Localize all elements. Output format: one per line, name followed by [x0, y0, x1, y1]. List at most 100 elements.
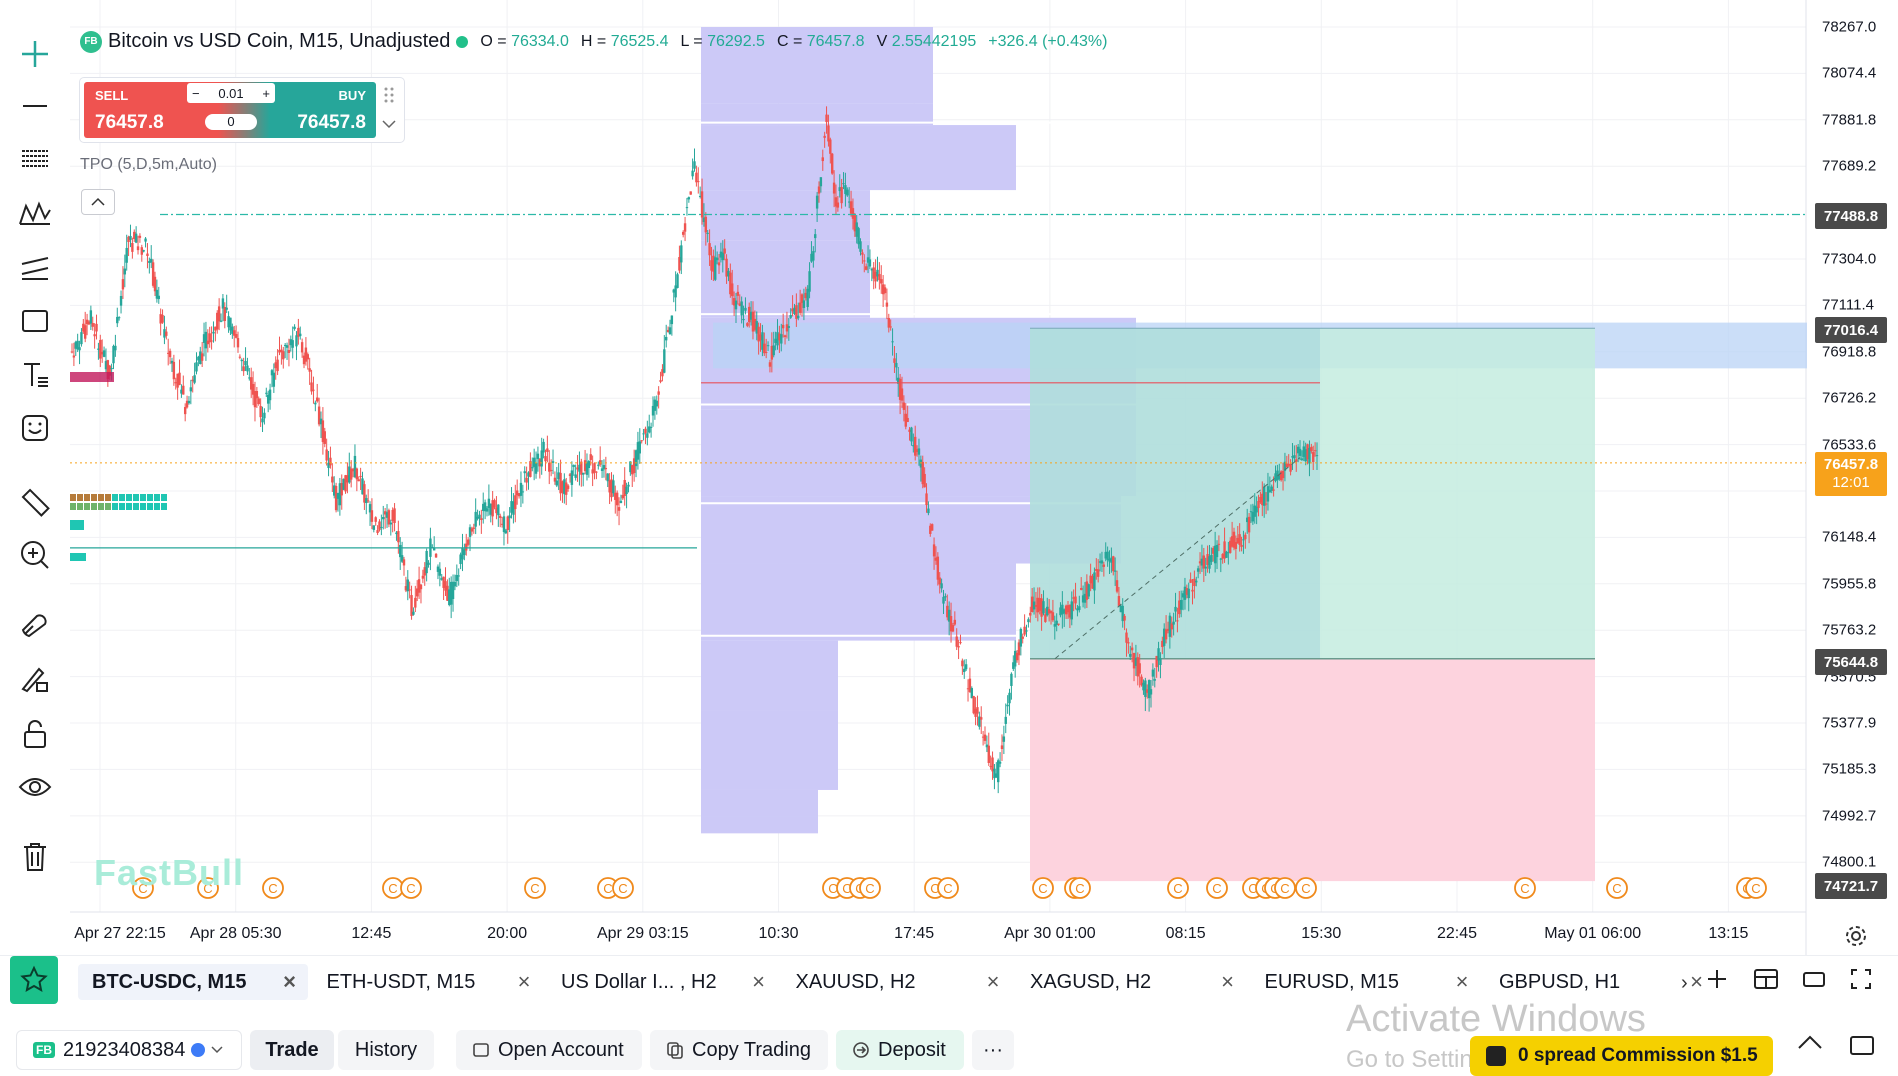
candle-body: [515, 490, 519, 496]
unlock-icon[interactable]: [13, 714, 57, 754]
trend-line-icon[interactable]: [13, 86, 57, 126]
window-icon[interactable]: [1801, 967, 1827, 996]
close-tab-icon[interactable]: ×: [1455, 969, 1469, 994]
add-tab-icon[interactable]: [1705, 967, 1729, 996]
collapse-indicators-button[interactable]: [81, 189, 115, 215]
symbol-tab[interactable]: US Dollar I... , H2 ×: [547, 964, 777, 1000]
crosshair-icon[interactable]: [13, 34, 57, 74]
account-selector[interactable]: FB 21923408384: [16, 1030, 242, 1070]
symbol-tab[interactable]: XAGUSD, H2 ×: [1016, 964, 1246, 1000]
chevron-up-icon[interactable]: [1797, 1034, 1823, 1055]
more-button[interactable]: ···: [972, 1030, 1014, 1070]
candle-body: [806, 288, 809, 307]
quantity-stepper[interactable]: − 0.01 +: [187, 83, 275, 103]
candle-body: [1093, 572, 1096, 591]
candlestick-series: [70, 106, 1319, 794]
candle-body: [278, 350, 281, 353]
event-marker-icon: [1032, 877, 1054, 899]
layout-icon[interactable]: [1753, 967, 1779, 996]
close-tab-icon[interactable]: ×: [1221, 969, 1234, 994]
history-tab[interactable]: History: [338, 1030, 434, 1070]
fib-retracement-icon[interactable]: [13, 140, 57, 180]
candle-body: [1036, 597, 1040, 613]
quantity-value[interactable]: 0.01: [218, 85, 244, 101]
copy-trading-button[interactable]: Copy Trading: [650, 1030, 828, 1070]
candle-body: [361, 478, 364, 495]
close-tab-icon[interactable]: ×: [517, 969, 531, 994]
candle-body: [414, 597, 417, 608]
emoji-icon[interactable]: [13, 408, 57, 448]
close-tab-icon[interactable]: ×: [986, 969, 1000, 994]
candle-body: [885, 302, 889, 307]
open-account-button[interactable]: Open Account: [456, 1030, 642, 1070]
panel-icon[interactable]: [1849, 1034, 1875, 1061]
fullscreen-icon[interactable]: [1849, 967, 1873, 996]
candle-body: [531, 467, 534, 469]
indicator-label[interactable]: TPO (5,D,5m,Auto): [80, 156, 217, 173]
increase-button[interactable]: +: [262, 85, 270, 101]
promo-icon: [1486, 1046, 1506, 1066]
chart-canvas[interactable]: CCCCCCCCCCCCCCCCCCCCCCCCCCCC: [0, 0, 1898, 955]
decrease-button[interactable]: −: [192, 85, 200, 101]
symbol-tab[interactable]: EURUSD, M15 ×: [1251, 964, 1481, 1000]
candle-body: [1127, 642, 1130, 644]
trash-icon[interactable]: [13, 837, 57, 877]
eye-icon[interactable]: [13, 767, 57, 807]
candle-body: [934, 557, 938, 561]
candle-body: [1264, 503, 1268, 505]
rectangle-icon[interactable]: [13, 301, 57, 341]
event-marker-label: C: [1248, 881, 1257, 896]
candle-body: [1215, 544, 1219, 558]
close-tab-icon[interactable]: ×: [1690, 969, 1703, 994]
candle-body: [402, 559, 406, 566]
candle-body: [1268, 489, 1272, 493]
magnet-icon[interactable]: [13, 604, 57, 644]
event-marker-icon: [1206, 877, 1228, 899]
stop-price-tag: 74721.7: [1815, 873, 1887, 899]
candle-body: [359, 475, 362, 477]
candle-body: [976, 707, 979, 714]
symbol-tab[interactable]: XAUUSD, H2 ×: [782, 964, 1012, 1000]
value-area-block: [91, 503, 97, 510]
chart-settings-gear-icon[interactable]: [1844, 924, 1868, 953]
symbol-tab[interactable]: BTC-USDC, M15 ×: [78, 964, 308, 1000]
price-scale-label: 76918.8: [1822, 343, 1877, 361]
tabs-scroll-right-icon[interactable]: ›: [1681, 972, 1688, 994]
value-area-block: [119, 503, 125, 510]
zoom-in-icon[interactable]: [13, 535, 57, 575]
symbol-title[interactable]: Bitcoin vs USD Coin, M15, Unadjusted: [108, 30, 451, 52]
deposit-button[interactable]: Deposit: [836, 1030, 964, 1070]
event-marker-icon: [132, 877, 154, 899]
candle-body: [85, 319, 89, 325]
channel-icon[interactable]: [13, 247, 57, 287]
candle-body: [561, 481, 564, 493]
candle-body: [1283, 461, 1287, 471]
candle-body: [221, 298, 225, 309]
symbol-tab[interactable]: GBPUSD, H1 ×: [1485, 964, 1715, 1000]
chevron-down-icon[interactable]: [382, 116, 396, 134]
watchlist-star-button[interactable]: [10, 956, 58, 1004]
buy-button[interactable]: BUY 76457.8: [270, 82, 376, 138]
candle-body: [1108, 558, 1111, 562]
candle-body: [955, 636, 958, 647]
drag-handle-icon[interactable]: [383, 86, 395, 109]
candle-body: [1040, 598, 1043, 617]
pattern-icon[interactable]: [13, 193, 57, 233]
candle-body: [883, 287, 887, 294]
ruler-icon[interactable]: [13, 482, 57, 522]
text-icon[interactable]: [13, 355, 57, 395]
value-area-block: [133, 503, 139, 510]
trade-tab[interactable]: Trade: [250, 1030, 334, 1070]
value-area-block: [84, 494, 90, 501]
tpo-bar: [701, 816, 818, 834]
candle-body: [461, 548, 464, 560]
close-tab-icon[interactable]: ×: [752, 969, 765, 994]
symbol-tab[interactable]: ETH-USDT, M15 ×: [313, 964, 543, 1000]
candle-body: [185, 400, 189, 408]
candle-body: [1279, 471, 1283, 481]
event-marker-label: C: [618, 881, 627, 896]
volume-label: V: [876, 32, 888, 50]
lock-drawing-icon[interactable]: [13, 659, 57, 699]
promo-banner[interactable]: 0 spread Commission $1.5: [1470, 1036, 1773, 1076]
close-tab-icon[interactable]: ×: [283, 969, 296, 994]
